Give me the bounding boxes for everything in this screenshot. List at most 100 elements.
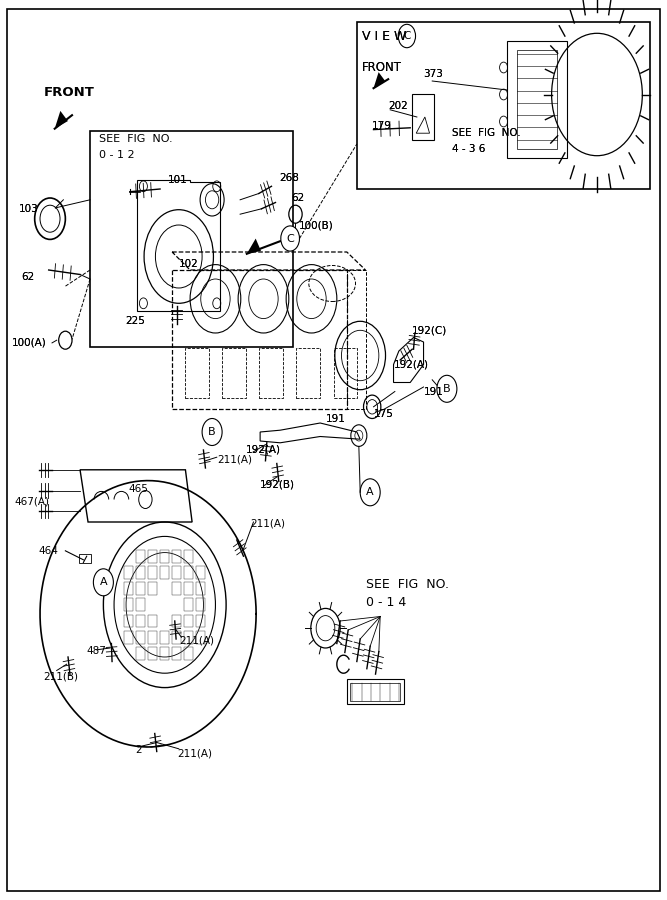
Text: 175: 175 (374, 409, 394, 419)
Text: 225: 225 (125, 316, 145, 327)
Bar (136, 598, 145, 611)
Bar (136, 550, 145, 562)
Bar (296, 348, 320, 398)
Bar (136, 647, 145, 660)
Bar (172, 631, 181, 644)
Bar (347, 679, 404, 704)
Bar (223, 348, 246, 398)
Bar (148, 582, 157, 595)
Text: 192(C): 192(C) (412, 325, 448, 336)
Text: 467(A): 467(A) (15, 496, 49, 507)
Bar (124, 598, 133, 611)
Bar (184, 566, 193, 579)
Circle shape (437, 375, 457, 402)
Bar (196, 615, 205, 627)
Bar (172, 647, 181, 660)
Text: 4 - 3 6: 4 - 3 6 (452, 143, 486, 154)
Text: 373: 373 (424, 68, 444, 79)
Text: SEE  FIG  NO.: SEE FIG NO. (452, 128, 521, 139)
Text: 100(A): 100(A) (12, 338, 47, 348)
Text: 2: 2 (135, 744, 142, 755)
Text: 192(A): 192(A) (245, 445, 280, 455)
Text: 191: 191 (325, 413, 346, 424)
Text: 464: 464 (39, 545, 59, 556)
Bar (350, 683, 400, 701)
Text: 192(A): 192(A) (245, 445, 280, 455)
Text: 268: 268 (279, 173, 299, 184)
Bar (172, 582, 181, 595)
Text: 101: 101 (168, 175, 188, 185)
Bar (124, 631, 133, 644)
Text: 175: 175 (374, 409, 394, 419)
Text: 192(B): 192(B) (260, 479, 295, 490)
Bar (148, 566, 157, 579)
Text: 101: 101 (168, 175, 188, 185)
Text: 211(A): 211(A) (217, 454, 252, 464)
Text: 100(B): 100(B) (299, 220, 334, 230)
Text: B: B (443, 383, 451, 394)
Bar (160, 550, 169, 562)
Bar (124, 615, 133, 627)
Text: 102: 102 (179, 258, 199, 269)
Bar (79, 554, 91, 563)
Circle shape (202, 418, 222, 446)
Bar (172, 550, 181, 562)
Bar (136, 631, 145, 644)
Bar (124, 566, 133, 579)
Bar (196, 582, 205, 595)
Circle shape (281, 226, 299, 251)
Bar (124, 582, 133, 595)
Text: 179: 179 (372, 121, 392, 131)
Text: 191: 191 (424, 386, 444, 397)
Bar (259, 348, 283, 398)
Bar (148, 615, 157, 627)
Text: 192(A): 192(A) (394, 359, 428, 370)
Text: 100(B): 100(B) (299, 220, 334, 230)
Bar (507, 40, 567, 158)
Bar (136, 582, 145, 595)
Bar (148, 647, 157, 660)
Text: 4 - 3 6: 4 - 3 6 (452, 143, 486, 154)
Polygon shape (374, 72, 386, 88)
Text: FRONT: FRONT (43, 86, 94, 99)
Circle shape (93, 569, 113, 596)
Text: 192(B): 192(B) (260, 479, 295, 490)
Bar (172, 615, 181, 627)
Text: SEE  FIG  NO.: SEE FIG NO. (99, 134, 172, 145)
Bar (160, 566, 169, 579)
Bar (196, 598, 205, 611)
Bar (184, 598, 193, 611)
Polygon shape (247, 238, 261, 254)
Bar (184, 615, 193, 627)
Text: 192(C): 192(C) (412, 325, 448, 336)
Bar (184, 631, 193, 644)
Bar (357, 22, 650, 189)
Bar (184, 582, 193, 595)
Text: SEE  FIG  NO.: SEE FIG NO. (452, 128, 521, 139)
Text: FRONT: FRONT (362, 61, 402, 74)
Text: 211(B): 211(B) (43, 671, 78, 682)
Bar (172, 566, 181, 579)
Text: 62: 62 (291, 193, 305, 203)
Text: 0 - 1 4: 0 - 1 4 (366, 597, 406, 609)
Text: 225: 225 (125, 316, 145, 327)
Text: 103: 103 (19, 203, 39, 214)
Text: 103: 103 (19, 203, 39, 214)
Text: V I E W: V I E W (362, 30, 407, 42)
Text: 62: 62 (21, 272, 35, 283)
Text: 191: 191 (424, 386, 444, 397)
Text: 0 - 1 2: 0 - 1 2 (99, 149, 134, 160)
Bar (185, 348, 209, 398)
Text: 373: 373 (424, 68, 444, 79)
Bar (184, 550, 193, 562)
Text: 62: 62 (21, 272, 35, 283)
Bar (148, 550, 157, 562)
Text: FRONT: FRONT (362, 61, 402, 74)
Bar (136, 615, 145, 627)
Text: SEE  FIG  NO.: SEE FIG NO. (366, 579, 448, 591)
Text: C: C (286, 233, 294, 244)
Text: 192(A): 192(A) (394, 359, 428, 370)
Bar (160, 631, 169, 644)
Text: 191: 191 (325, 413, 346, 424)
Text: B: B (208, 427, 216, 437)
